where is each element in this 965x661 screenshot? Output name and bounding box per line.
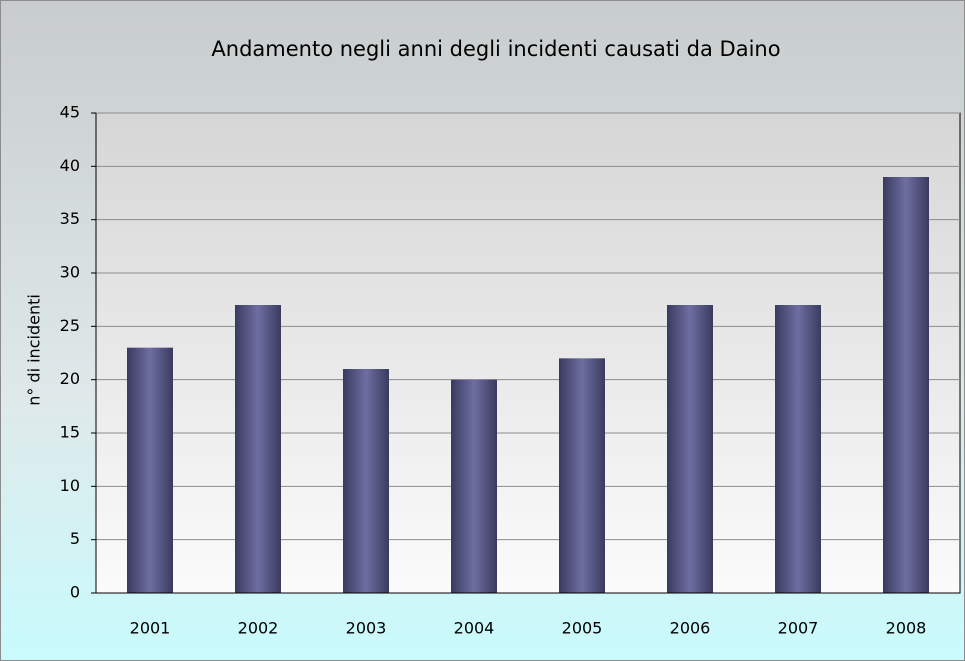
x-tick-label: 2004 — [454, 619, 495, 638]
x-tick-label: 2008 — [886, 619, 927, 638]
chart-title: Andamento negli anni degli incidenti cau… — [211, 37, 780, 61]
y-tick-label: 0 — [70, 583, 80, 602]
bar — [343, 369, 389, 593]
y-tick-label: 45 — [60, 103, 80, 122]
y-axis-label: n° di incidenti — [25, 294, 44, 406]
bar — [667, 305, 713, 593]
plot-area — [95, 112, 961, 594]
bar — [883, 177, 929, 593]
bar — [127, 347, 173, 593]
bar — [775, 305, 821, 593]
bar — [235, 305, 281, 593]
bar — [559, 358, 605, 593]
y-tick-label: 5 — [70, 529, 80, 548]
y-tick-label: 25 — [60, 316, 80, 335]
y-tick-label: 15 — [60, 423, 80, 442]
y-tick-label: 20 — [60, 369, 80, 388]
x-tick-label: 2002 — [238, 619, 279, 638]
bar — [451, 379, 497, 593]
x-tick-label: 2005 — [562, 619, 603, 638]
y-tick-label: 35 — [60, 209, 80, 228]
x-tick-label: 2003 — [346, 619, 387, 638]
x-tick-label: 2007 — [778, 619, 819, 638]
y-tick-label: 40 — [60, 156, 80, 175]
x-tick-label: 2001 — [130, 619, 171, 638]
y-tick-label: 10 — [60, 476, 80, 495]
y-tick-label: 30 — [60, 263, 80, 282]
x-tick-label: 2006 — [670, 619, 711, 638]
